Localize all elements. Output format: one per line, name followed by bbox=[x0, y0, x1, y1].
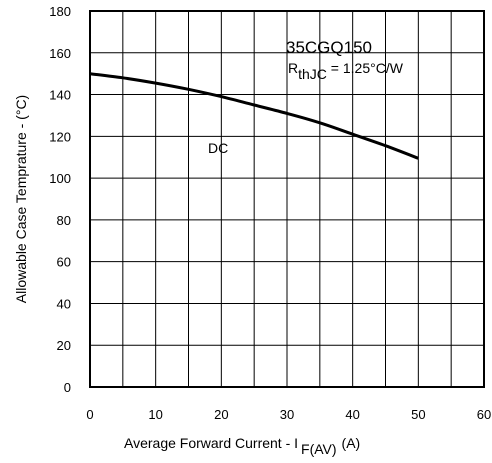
x-tick-label: 40 bbox=[345, 407, 359, 422]
x-axis-label-unit: (A) bbox=[342, 435, 361, 451]
y-tick-label: 100 bbox=[49, 171, 71, 186]
thermal-resistance-label: RthJC = 1.25°C/W bbox=[288, 60, 404, 82]
y-axis-label: Allowable Case Temprature - (°C) bbox=[13, 95, 29, 303]
rth-symbol: R bbox=[288, 60, 298, 76]
series-line-dc bbox=[89, 72, 419, 160]
x-axis-label-sub: F(AV) bbox=[301, 441, 337, 457]
x-axis-label: Average Forward Current - I F(AV) (A) bbox=[124, 435, 360, 457]
rth-value: = 1.25°C/W bbox=[327, 60, 404, 76]
x-tick-label: 10 bbox=[148, 407, 162, 422]
y-tick-label: 140 bbox=[49, 88, 71, 103]
plot-frame bbox=[89, 10, 485, 388]
x-tick-label: 50 bbox=[411, 407, 425, 422]
y-tick-label: 180 bbox=[49, 4, 71, 19]
grid bbox=[90, 11, 484, 387]
x-tick-label: 60 bbox=[477, 407, 491, 422]
y-tick-label: 60 bbox=[57, 255, 71, 270]
y-tick-label: 40 bbox=[57, 296, 71, 311]
y-tick-label: 120 bbox=[49, 129, 71, 144]
y-tick-label: 80 bbox=[57, 213, 71, 228]
x-axis-label-main: Average Forward Current - I bbox=[124, 435, 298, 451]
x-tick-label: 0 bbox=[86, 407, 93, 422]
x-tick-label: 20 bbox=[214, 407, 228, 422]
x-tick-label: 30 bbox=[280, 407, 294, 422]
y-tick-label: 20 bbox=[57, 338, 71, 353]
axis-ticks: 0 10 20 30 40 50 60 0 20 40 60 80 100 120 140 160 180 bbox=[49, 4, 491, 422]
part-number-label: 35CGQ150 bbox=[286, 38, 372, 57]
rth-subscript: thJC bbox=[298, 66, 327, 82]
y-tick-label: 0 bbox=[64, 380, 71, 395]
y-tick-label: 160 bbox=[49, 46, 71, 61]
series-label-dc: DC bbox=[208, 140, 228, 156]
